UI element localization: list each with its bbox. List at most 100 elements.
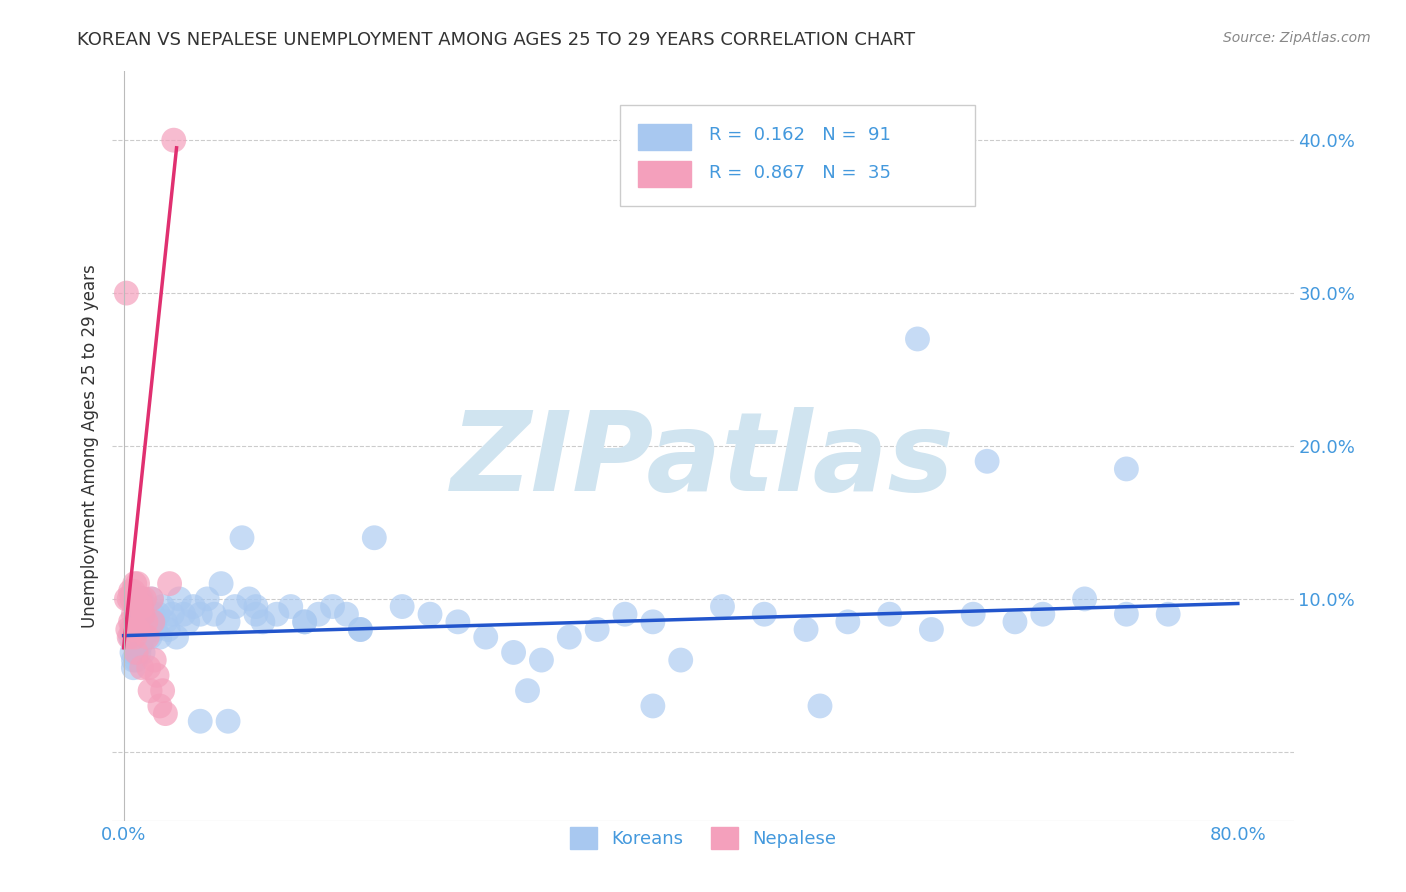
Point [125, 653, 148, 667]
Point [143, 615, 166, 629]
Point [122, 607, 145, 622]
Point [135, 615, 157, 629]
Point [142, 607, 165, 622]
Point [349, 623, 371, 637]
Point [238, 591, 260, 606]
FancyBboxPatch shape [638, 161, 692, 187]
Point [363, 531, 385, 545]
Point [349, 623, 371, 637]
Point [169, 591, 191, 606]
Point [129, 599, 152, 614]
Point [188, 607, 211, 622]
Point [142, 615, 165, 629]
Point [1032, 607, 1054, 622]
Point [252, 615, 274, 629]
Point [148, 607, 170, 622]
Point [124, 623, 146, 637]
Point [143, 653, 166, 667]
Point [166, 630, 188, 644]
Point [280, 599, 302, 614]
Point [125, 645, 148, 659]
Point [115, 286, 138, 301]
FancyBboxPatch shape [620, 105, 974, 206]
Point [120, 630, 142, 644]
Point [1115, 462, 1137, 476]
Point [976, 454, 998, 468]
Point [121, 591, 143, 606]
Point [245, 607, 267, 622]
Point [125, 615, 148, 629]
Point [157, 623, 180, 637]
Point [322, 599, 344, 614]
Point [155, 615, 177, 629]
Point [118, 591, 141, 606]
Point [614, 607, 637, 622]
Point [125, 591, 148, 606]
Point [294, 615, 316, 629]
Point [149, 698, 172, 713]
Point [530, 653, 553, 667]
Point [516, 683, 538, 698]
Point [586, 623, 609, 637]
Point [139, 683, 162, 698]
Point [141, 591, 163, 606]
Point [127, 623, 149, 637]
Point [641, 615, 664, 629]
Point [115, 591, 138, 606]
Point [224, 599, 246, 614]
Text: ZIPatlas: ZIPatlas [451, 408, 955, 515]
Point [754, 607, 776, 622]
Point [155, 706, 177, 721]
Point [141, 591, 163, 606]
Point [120, 615, 142, 629]
Point [794, 623, 817, 637]
Point [124, 630, 146, 644]
Text: KOREAN VS NEPALESE UNEMPLOYMENT AMONG AGES 25 TO 29 YEARS CORRELATION CHART: KOREAN VS NEPALESE UNEMPLOYMENT AMONG AG… [77, 31, 915, 49]
Point [217, 615, 239, 629]
Point [136, 607, 159, 622]
Point [173, 607, 195, 622]
Point [118, 630, 141, 644]
Point [138, 661, 160, 675]
Point [1004, 615, 1026, 629]
Point [134, 599, 156, 614]
Point [132, 607, 155, 622]
Point [217, 714, 239, 729]
Point [159, 576, 181, 591]
Point [308, 607, 330, 622]
Point [131, 599, 153, 614]
Point [245, 599, 267, 614]
Point [558, 630, 581, 644]
Point [294, 615, 316, 629]
Point [837, 615, 859, 629]
Point [391, 599, 413, 614]
Point [419, 607, 441, 622]
Legend: Koreans, Nepalese: Koreans, Nepalese [562, 820, 844, 856]
Text: Source: ZipAtlas.com: Source: ZipAtlas.com [1223, 31, 1371, 45]
Point [474, 630, 496, 644]
Point [129, 638, 152, 652]
Point [131, 661, 153, 675]
Point [879, 607, 901, 622]
Point [907, 332, 929, 346]
Point [129, 591, 152, 606]
Point [195, 591, 218, 606]
Point [1073, 591, 1095, 606]
Point [134, 591, 156, 606]
Point [711, 599, 734, 614]
Point [132, 623, 155, 637]
Text: R =  0.867   N =  35: R = 0.867 N = 35 [709, 163, 891, 181]
Point [176, 615, 198, 629]
Point [127, 607, 149, 622]
Point [149, 630, 172, 644]
Point [163, 133, 186, 147]
Point [128, 645, 150, 659]
Point [122, 661, 145, 675]
Point [128, 615, 150, 629]
Point [162, 607, 184, 622]
Point [181, 599, 204, 614]
Point [1157, 607, 1180, 622]
Point [138, 623, 160, 637]
Point [136, 630, 159, 644]
Point [127, 576, 149, 591]
